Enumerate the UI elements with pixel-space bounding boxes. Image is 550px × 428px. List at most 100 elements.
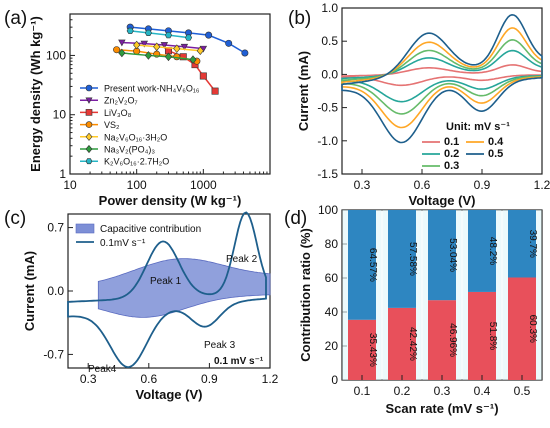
data-point xyxy=(211,87,219,95)
bar-label-upper: 64.57% xyxy=(367,248,378,282)
bar-segment-upper xyxy=(388,210,416,308)
legend-label: 0.4 xyxy=(488,136,504,148)
bar-segment-lower xyxy=(388,307,416,380)
data-point xyxy=(180,43,189,51)
legend-label: VS₂ xyxy=(104,120,120,130)
bar-segment-lower xyxy=(348,319,376,380)
y-axis-title: Current (mA) xyxy=(296,51,311,131)
x-tick-label: 100 xyxy=(127,178,147,192)
y-tick-label: 60 xyxy=(325,271,339,285)
legend-marker xyxy=(85,97,93,104)
x-tick-label: 0.5 xyxy=(514,384,531,398)
bar-label-upper: 39.7% xyxy=(527,230,538,258)
y-tick-label: 0.7 xyxy=(47,221,64,235)
bar-segment-upper xyxy=(468,210,496,292)
y-tick-label: -0.7 xyxy=(43,347,64,361)
y-tick-label: -1.5 xyxy=(317,167,338,181)
x-tick-label: 1000 xyxy=(190,178,217,192)
legend: Unit: mV s⁻¹ 0.10.20.3 0.40.5 xyxy=(422,121,510,172)
data-point xyxy=(164,32,173,39)
data-point xyxy=(241,49,249,57)
bar-label-lower: 51.8% xyxy=(487,322,498,350)
y-tick-label: 1 xyxy=(59,167,66,181)
annotation-peak-2: Peak 2 xyxy=(226,254,258,265)
legend-label: K₂V₆O₁₆·2.7H₂O xyxy=(104,157,169,167)
legend: Present work-NH₄V₆O₁₆ Zn₂V₂O₇ LiV₃O₈ VS₂ Na₂… xyxy=(80,84,200,167)
legend-swatch xyxy=(75,223,95,234)
x-tick-label: 10 xyxy=(63,178,77,192)
plot-frame xyxy=(341,7,543,175)
y-tick-label: 0 xyxy=(331,373,338,387)
data-point xyxy=(205,31,213,39)
bar-label-upper: 53.04% xyxy=(447,238,458,272)
x-tick-label: 0.3 xyxy=(434,384,451,398)
y-tick-label: 0.5 xyxy=(321,34,338,48)
annotation-scan-rate: 0.1 mV s⁻¹ xyxy=(214,356,264,367)
legend-label: 0.5 xyxy=(488,148,503,160)
panel-label-b: (b) xyxy=(288,8,311,29)
bar-segment-upper xyxy=(348,210,376,320)
annotation-peak-4: Peak4 xyxy=(88,364,117,375)
bar-segment-lower xyxy=(428,300,456,380)
data-point xyxy=(153,42,161,52)
data-point xyxy=(140,40,148,48)
legend-marker xyxy=(85,132,93,141)
data-point xyxy=(173,44,181,53)
legend-label: Na₃V₂(PO₄)₃ xyxy=(104,145,155,155)
legend-title: Unit: mV s⁻¹ xyxy=(446,121,510,133)
y-tick-label: 0.0 xyxy=(321,67,338,81)
data-point xyxy=(113,46,121,54)
data-point xyxy=(199,72,207,80)
series-2 xyxy=(118,39,208,53)
x-axis-title: Voltage (V) xyxy=(136,387,203,402)
cv-curve-5 xyxy=(341,13,543,144)
y-tick-label: 80 xyxy=(325,237,339,251)
y-tick-label: 10 xyxy=(53,108,67,122)
annotation-peak-3: Peak 3 xyxy=(204,340,236,351)
legend-label: Present work-NH₄V₆O₁₆ xyxy=(104,84,200,94)
series-5 xyxy=(133,40,204,56)
annotation-peak-1: Peak 1 xyxy=(150,276,182,287)
y-axis-title: Contribution ratio (%) xyxy=(298,228,313,362)
x-tick-label: 0.6 xyxy=(414,178,431,192)
x-tick-label: 0.9 xyxy=(474,178,491,192)
series-7 xyxy=(126,27,193,41)
x-axis-title: Power density (W kg⁻¹) xyxy=(99,193,242,208)
series-6 xyxy=(118,48,197,64)
y-tick-label: 0.0 xyxy=(47,284,64,298)
x-tick-label: 0.3 xyxy=(354,178,371,192)
y-tick-label: -0.5 xyxy=(317,101,338,115)
x-tick-label: 0.2 xyxy=(394,384,411,398)
legend-label: LiV₃O₈ xyxy=(104,108,132,118)
panel-label-a: (a) xyxy=(4,8,27,29)
data-point xyxy=(144,51,152,60)
x-tick-label: 1.2 xyxy=(262,372,279,386)
cv-curve xyxy=(67,211,267,369)
y-axis-title: Current (mA) xyxy=(22,251,37,331)
y-tick-label: 40 xyxy=(325,305,339,319)
legend-marker xyxy=(85,109,93,116)
bar-label-lower: 46.96% xyxy=(447,323,458,357)
bar-label-lower: 35.43% xyxy=(367,333,378,367)
x-tick-label: 0.9 xyxy=(201,372,218,386)
legend-label: 0.1mV s⁻¹ xyxy=(100,238,146,249)
series-line xyxy=(130,30,189,39)
x-tick-label: 0.6 xyxy=(140,372,157,386)
legend-marker xyxy=(85,144,93,154)
legend-label: 0.2 xyxy=(444,148,459,160)
bar-label-upper: 48.2% xyxy=(487,237,498,265)
x-tick-label: 0.4 xyxy=(474,384,491,398)
data-point xyxy=(184,34,193,41)
y-tick-label: 1.0 xyxy=(321,1,338,15)
x-tick-label: 1.2 xyxy=(534,178,550,192)
series-line xyxy=(136,44,201,52)
data-point xyxy=(164,52,173,62)
legend-marker xyxy=(85,121,93,128)
chart-d: 0 20 40 60 80 100 35.43% 64.57% 0.1 42.42% 57.58% 0… xyxy=(298,203,543,416)
capacitive-area xyxy=(97,258,271,318)
legend-label: Na₂V₆O₁₆·3H₂O xyxy=(104,132,167,142)
legend-label: 0.3 xyxy=(444,160,459,172)
legend-marker xyxy=(85,84,93,92)
